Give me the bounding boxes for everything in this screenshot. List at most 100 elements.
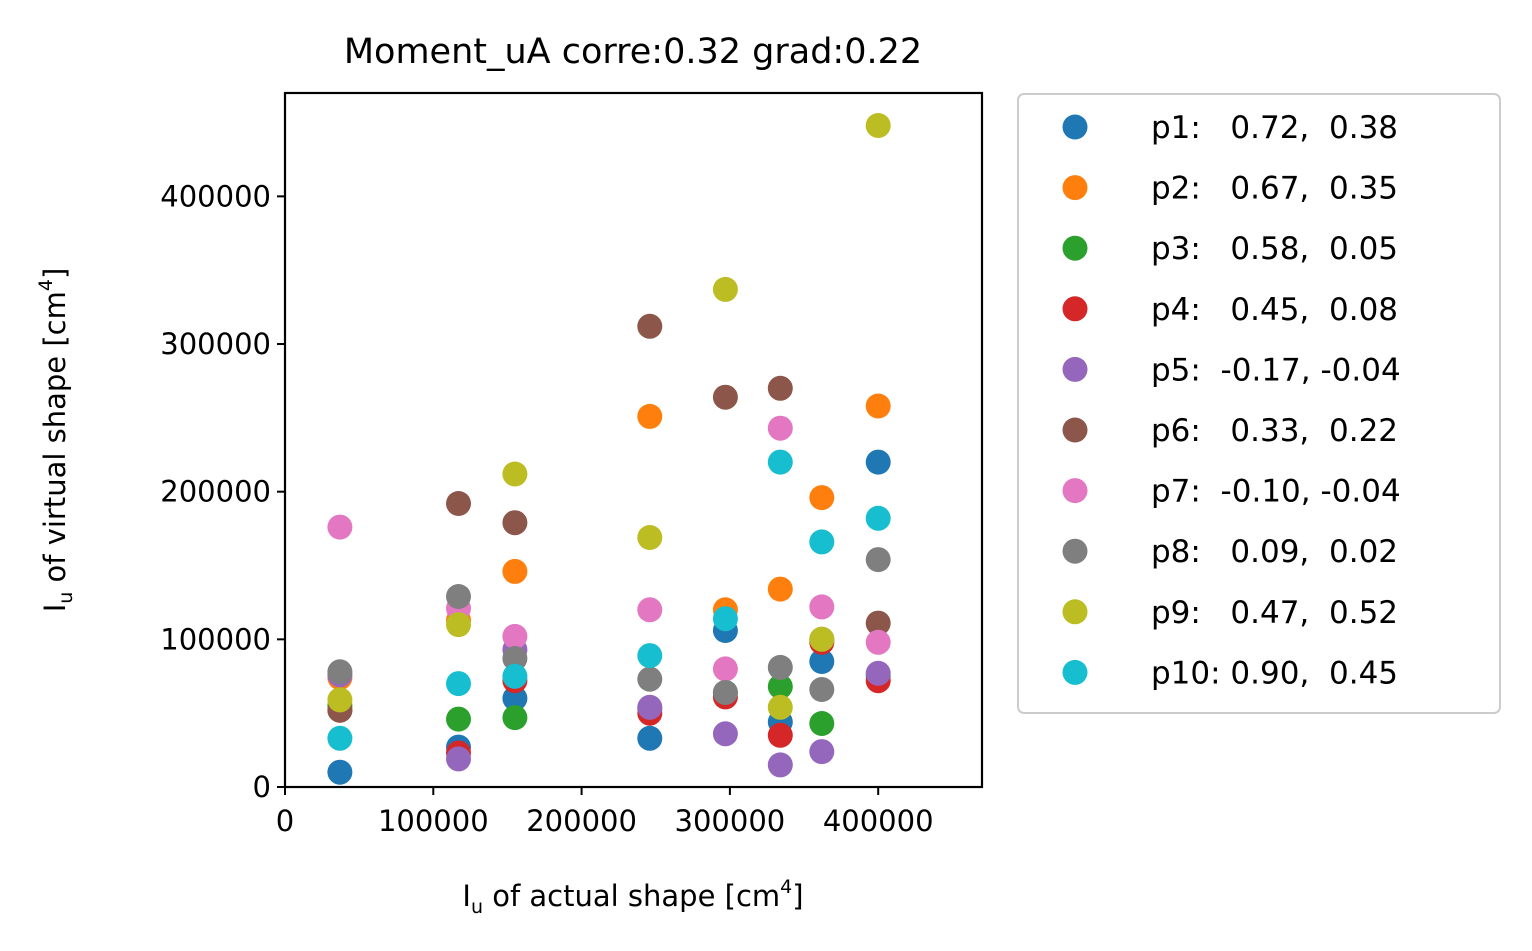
axis-label-main: I (38, 604, 72, 613)
data-point (767, 576, 793, 602)
legend-label: p9: 0.47, 0.52 (1151, 595, 1398, 631)
data-point (809, 739, 835, 765)
x-tick-label: 200000 (526, 804, 637, 838)
y-tick-label: 0 (253, 770, 271, 804)
x-tick-label: 100000 (378, 804, 489, 838)
legend-marker (1062, 478, 1088, 504)
data-point (502, 663, 528, 689)
data-point (712, 606, 738, 632)
data-point (767, 654, 793, 680)
y-axis-label: Iu of virtual shape [cm4] (35, 268, 77, 613)
legend-marker (1062, 235, 1088, 261)
axis-label-subscript: u (55, 592, 77, 604)
data-point (865, 610, 891, 636)
data-point (712, 680, 738, 705)
data-point (767, 722, 793, 748)
axis-label-text: of actual shape [cm (483, 879, 780, 913)
legend-marker (1062, 417, 1088, 443)
data-point (865, 629, 891, 655)
y-tick-label: 100000 (160, 622, 271, 656)
data-point (767, 375, 793, 401)
axis-label-superscript: 4 (35, 279, 57, 291)
legend-marker (1062, 659, 1088, 685)
data-point (637, 666, 663, 692)
data-point (712, 384, 738, 410)
data-point (502, 623, 528, 649)
data-point (809, 485, 835, 511)
data-point (446, 491, 471, 516)
axis-label-main: I (462, 879, 471, 913)
data-point (767, 449, 793, 475)
data-point (865, 113, 891, 138)
data-point (637, 403, 663, 429)
data-points (327, 113, 891, 785)
data-point (809, 626, 835, 652)
axes: 0 100000 200000 300000 400000 0 100000 200000 30… (160, 179, 933, 838)
plot-frame (283, 91, 984, 789)
x-axis-label: Iu of actual shape [cm4] (462, 876, 803, 918)
data-point (327, 687, 353, 713)
data-point (446, 746, 471, 772)
data-point (327, 725, 353, 751)
data-point (767, 415, 793, 441)
legend-label: p2: 0.67, 0.35 (1151, 171, 1398, 207)
data-point (712, 276, 738, 302)
data-point (809, 677, 835, 702)
legend-marker (1062, 356, 1088, 382)
data-point (327, 759, 353, 785)
axis-label-superscript: 4 (780, 876, 792, 898)
legend-marker (1062, 599, 1088, 625)
data-point (446, 671, 471, 697)
data-point (865, 449, 891, 475)
data-point (767, 694, 793, 720)
axis-label-end: ] (38, 268, 72, 279)
x-tick-label: 0 (276, 804, 294, 838)
legend-label: p1: 0.72, 0.38 (1151, 110, 1398, 146)
data-point (767, 674, 793, 700)
data-point (327, 514, 353, 540)
y-tick-label: 200000 (160, 475, 271, 509)
axis-label-text: of virtual shape [cm (38, 291, 72, 592)
data-point (637, 694, 663, 720)
legend-marker (1062, 538, 1088, 564)
data-point (637, 525, 663, 550)
data-point (637, 313, 663, 339)
data-point (446, 706, 471, 732)
data-point (637, 643, 663, 669)
legend-label: p4: 0.45, 0.08 (1151, 292, 1398, 328)
data-point (502, 646, 528, 671)
chart-title: Moment_uA corre:0.32 grad:0.22 (344, 32, 922, 72)
legend-label: p10: 0.90, 0.45 (1151, 655, 1398, 691)
legend-label: p8: 0.09, 0.02 (1151, 534, 1398, 570)
data-point (767, 752, 793, 778)
data-point (809, 529, 835, 555)
data-point (809, 649, 835, 674)
y-tick-label: 300000 (160, 327, 271, 361)
data-point (502, 558, 528, 584)
data-point (502, 685, 528, 711)
legend: p1: 0.72, 0.38 p2: 0.67, 0.35 p3: 0.58, 0.… (1017, 93, 1501, 714)
data-point (809, 594, 835, 620)
axis-label-end: ] (792, 879, 803, 913)
data-point (865, 660, 891, 686)
axis-label-subscript: u (471, 896, 483, 918)
legend-box (1017, 93, 1501, 714)
data-point (712, 721, 738, 747)
legend-marker (1062, 175, 1088, 201)
data-point (327, 659, 353, 685)
legend-label: p6: 0.33, 0.22 (1151, 413, 1398, 449)
data-point (446, 584, 471, 609)
legend-label: p5: -0.17, -0.04 (1151, 352, 1401, 388)
data-point (637, 597, 663, 623)
y-tick-label: 400000 (160, 179, 271, 213)
legend-label: p3: 0.58, 0.05 (1151, 231, 1398, 267)
x-tick-label: 300000 (675, 804, 786, 838)
data-point (865, 505, 891, 531)
data-point (502, 461, 528, 487)
x-tick-label: 400000 (823, 804, 934, 838)
data-point (446, 612, 471, 638)
data-point (712, 656, 738, 682)
data-point (809, 711, 835, 736)
legend-marker (1062, 114, 1088, 140)
